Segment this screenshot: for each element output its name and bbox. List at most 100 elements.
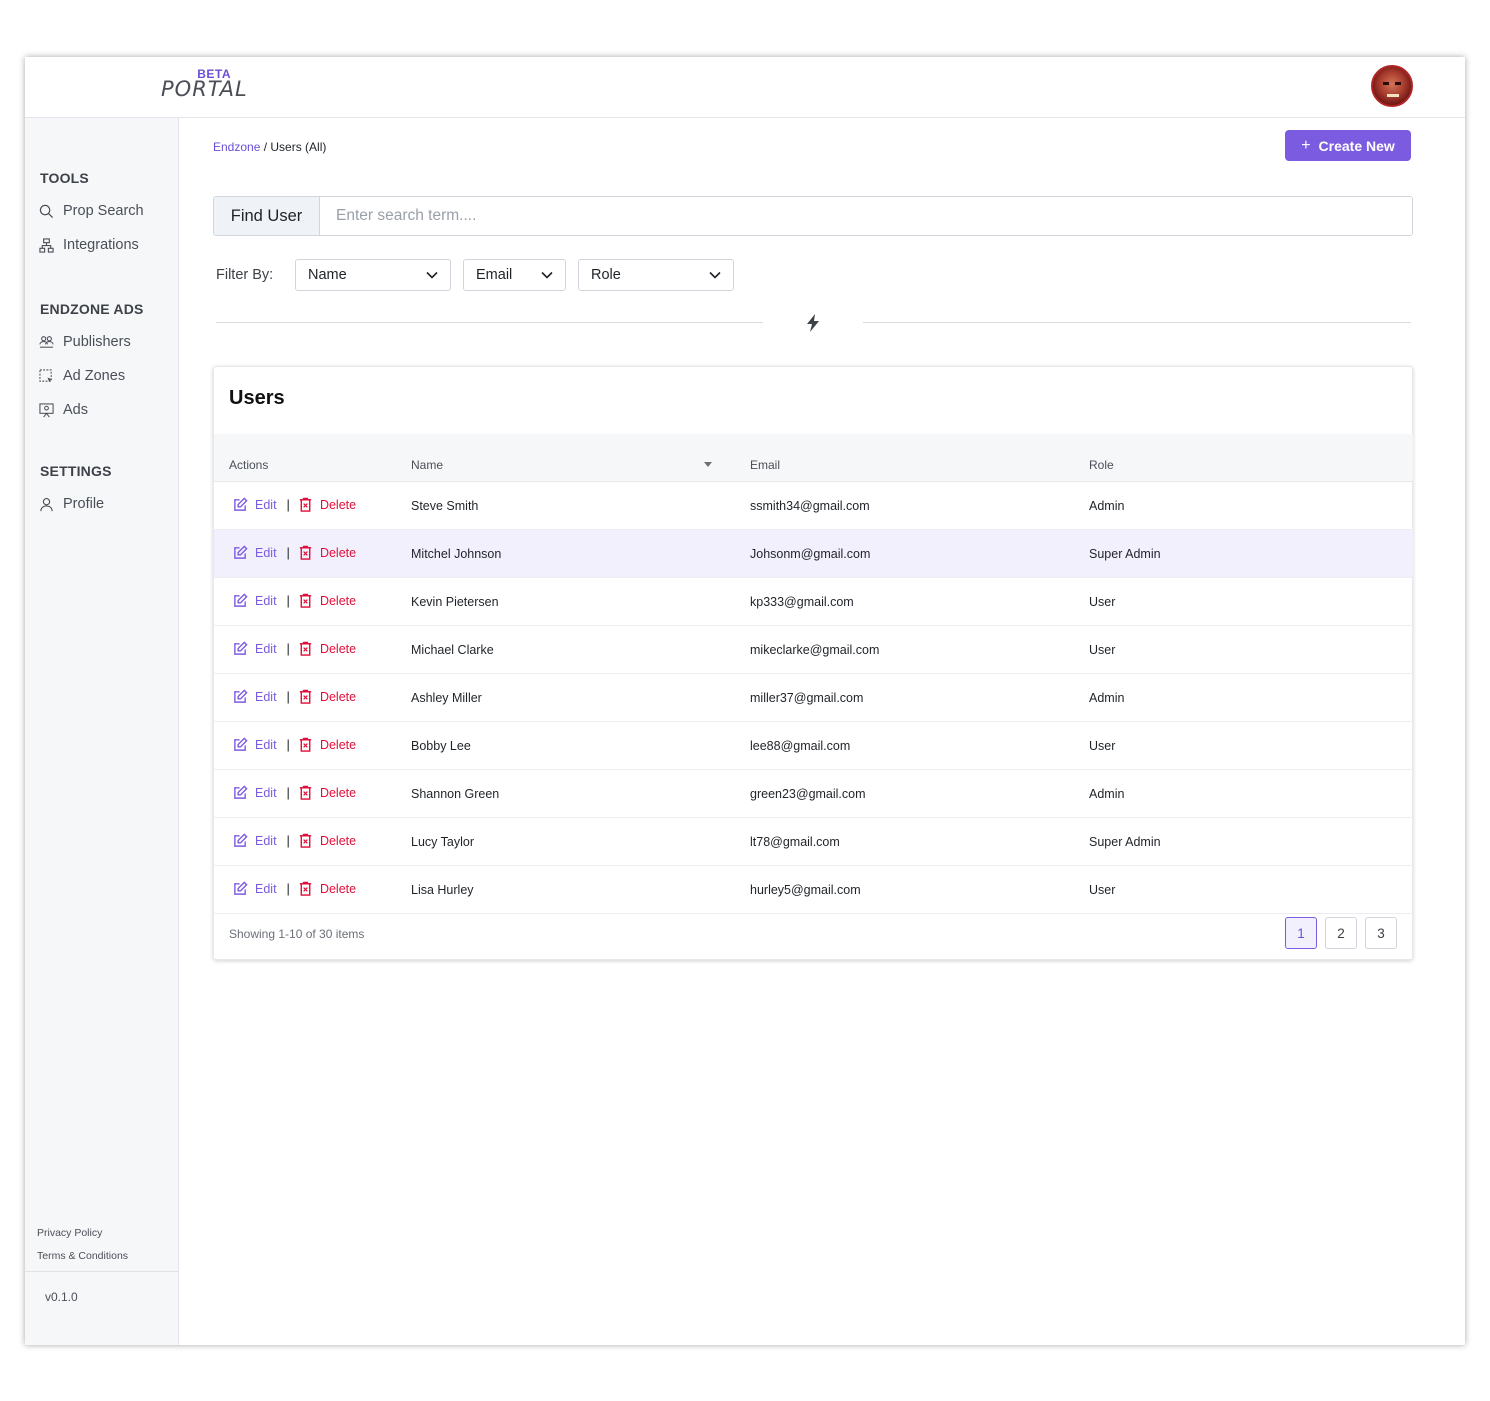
cell-email: kp333@gmail.com	[750, 595, 854, 609]
sort-caret-icon[interactable]	[704, 462, 712, 467]
sidebar-item-profile[interactable]: Profile	[39, 496, 104, 512]
avatar[interactable]	[1371, 65, 1413, 107]
action-separator: |	[286, 785, 290, 800]
section-title-settings: SETTINGS	[40, 463, 112, 479]
cell-role: Super Admin	[1089, 547, 1161, 561]
page-button-3[interactable]: 3	[1365, 917, 1397, 949]
delete-button[interactable]: Delete	[298, 833, 356, 848]
filter-select-role[interactable]: Role	[578, 259, 734, 291]
privacy-policy-link[interactable]: Privacy Policy	[37, 1227, 103, 1239]
column-header-role: Role	[1089, 458, 1114, 472]
portal-logo[interactable]: BETA PORTAL	[161, 67, 247, 107]
edit-label: Edit	[255, 593, 277, 608]
delete-button[interactable]: Delete	[298, 545, 356, 560]
cell-role: User	[1089, 739, 1116, 753]
trash-icon	[299, 545, 312, 560]
filter-select-name[interactable]: Name	[295, 259, 451, 291]
edit-icon	[234, 881, 248, 895]
edit-label: Edit	[255, 545, 277, 560]
cell-role: Super Admin	[1089, 835, 1161, 849]
row-actions: Edit | Delete	[233, 737, 356, 752]
delete-button[interactable]: Delete	[298, 497, 356, 512]
cell-role: Admin	[1089, 499, 1125, 513]
pagination-summary: Showing 1-10 of 30 items	[229, 927, 365, 941]
table-row: Edit | Delete Lisa Hurley hurley5@gmail.…	[214, 866, 1413, 914]
search-bar: Find User	[213, 196, 1413, 236]
divider-right	[863, 322, 1411, 323]
edit-button[interactable]: Edit	[233, 545, 277, 560]
chevron-down-icon	[541, 271, 553, 279]
delete-button[interactable]: Delete	[298, 593, 356, 608]
page-button-1[interactable]: 1	[1285, 917, 1317, 949]
sidebar-item-label: Prop Search	[63, 203, 144, 219]
table-row: Edit | Delete Lucy Taylor lt78@gmail.com…	[214, 818, 1413, 866]
column-header-actions: Actions	[229, 458, 269, 472]
edit-label: Edit	[255, 497, 277, 512]
top-header: BETA PORTAL	[25, 57, 1465, 118]
cell-name: Ashley Miller	[411, 691, 482, 705]
edit-button[interactable]: Edit	[233, 593, 277, 608]
delete-button[interactable]: Delete	[298, 881, 356, 896]
delete-label: Delete	[319, 593, 357, 608]
search-label: Find User	[214, 197, 320, 235]
table-row: Edit | Delete Steve Smith ssmith34@gmail…	[214, 482, 1413, 530]
delete-button[interactable]: Delete	[298, 785, 356, 800]
breadcrumb-link-endzone[interactable]: Endzone	[213, 140, 261, 154]
table-row: Edit | Delete Mitchel Johnson Johsonm@gm…	[214, 530, 1413, 578]
breadcrumb: Endzone / Users (All)	[213, 140, 326, 154]
terms-conditions-link[interactable]: Terms & Conditions	[37, 1250, 129, 1262]
sidebar-item-integrations[interactable]: Integrations	[39, 237, 139, 253]
search-input[interactable]	[320, 197, 1412, 235]
trash-icon	[299, 593, 312, 608]
delete-button[interactable]: Delete	[298, 689, 356, 704]
edit-button[interactable]: Edit	[233, 689, 277, 704]
sidebar-item-prop-search[interactable]: Prop Search	[39, 203, 144, 219]
edit-label: Edit	[255, 833, 277, 848]
page-button-2[interactable]: 2	[1325, 917, 1357, 949]
cell-email: miller37@gmail.com	[750, 691, 864, 705]
edit-button[interactable]: Edit	[233, 833, 277, 848]
plus-icon: +	[1301, 136, 1311, 154]
column-header-name[interactable]: Name	[411, 458, 444, 472]
filter-select-email[interactable]: Email	[463, 259, 566, 291]
action-separator: |	[286, 881, 290, 896]
action-separator: |	[286, 545, 290, 560]
edit-icon	[234, 593, 248, 607]
delete-button[interactable]: Delete	[298, 737, 356, 752]
lightning-icon	[807, 314, 819, 332]
sidebar-item-publishers[interactable]: Publishers	[39, 334, 131, 350]
cell-role: Admin	[1089, 787, 1125, 801]
ads-icon	[39, 402, 54, 417]
trash-icon	[299, 497, 312, 512]
trash-icon	[299, 641, 312, 656]
edit-icon	[234, 689, 248, 703]
trash-icon	[299, 881, 312, 896]
delete-label: Delete	[319, 881, 357, 896]
edit-button[interactable]: Edit	[233, 737, 277, 752]
edit-icon	[234, 641, 248, 655]
row-actions: Edit | Delete	[233, 881, 356, 896]
trash-icon	[299, 689, 312, 704]
edit-label: Edit	[255, 785, 277, 800]
sidebar-item-label: Ad Zones	[63, 368, 126, 384]
create-new-button[interactable]: + Create New	[1285, 130, 1411, 161]
card-title: Users	[229, 387, 285, 409]
cell-role: User	[1089, 883, 1116, 897]
user-icon	[40, 497, 53, 511]
sidebar-item-ads[interactable]: Ads	[39, 402, 88, 418]
action-separator: |	[286, 689, 290, 704]
delete-button[interactable]: Delete	[298, 641, 356, 656]
trash-icon	[299, 785, 312, 800]
cell-name: Kevin Pietersen	[411, 595, 499, 609]
sidebar-item-ad-zones[interactable]: Ad Zones	[39, 368, 125, 384]
edit-button[interactable]: Edit	[233, 881, 277, 896]
delete-label: Delete	[319, 833, 357, 848]
ad-zones-icon	[39, 368, 53, 382]
filter-label: Filter By:	[216, 267, 274, 283]
edit-button[interactable]: Edit	[233, 497, 277, 512]
sidebar-footer-divider	[25, 1271, 179, 1272]
edit-button[interactable]: Edit	[233, 641, 277, 656]
edit-button[interactable]: Edit	[233, 785, 277, 800]
users-card: Users Actions Name Email Role Edit | Del…	[213, 366, 1413, 960]
action-separator: |	[286, 497, 290, 512]
